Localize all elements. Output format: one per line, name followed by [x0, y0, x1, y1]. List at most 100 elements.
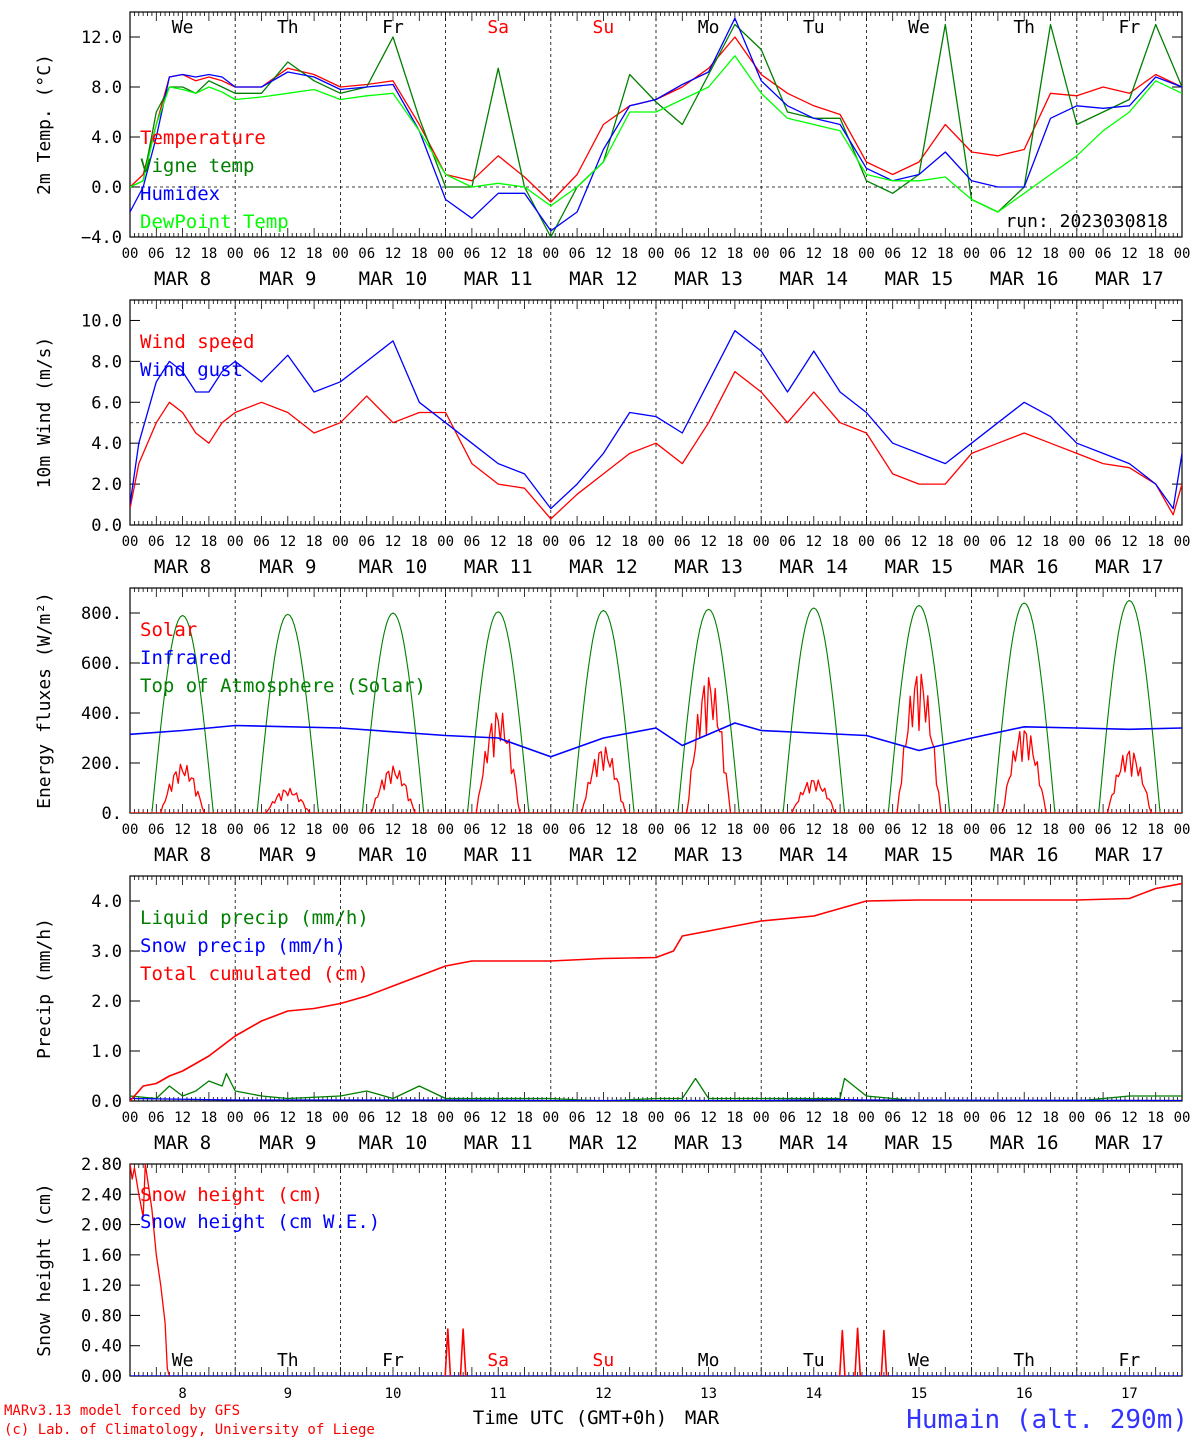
- hour-tick-label: 12: [279, 246, 296, 262]
- hour-tick-label: 18: [621, 534, 638, 550]
- date-label: MAR 15: [885, 1132, 954, 1154]
- series-top-of-atmosphere-day-5: [572, 609, 635, 813]
- hour-tick-label: 12: [911, 1110, 928, 1126]
- day-number-label: 10: [385, 1386, 402, 1402]
- day-number-label: 12: [595, 1386, 612, 1402]
- hour-tick-label: 18: [516, 1110, 533, 1126]
- series-wind-speed: [130, 370, 1182, 520]
- weekday-label: Th: [1013, 17, 1035, 38]
- weekday-label: Fr: [1119, 1350, 1141, 1371]
- hour-tick-label: 12: [385, 1110, 402, 1126]
- panel-5: 0.00 0.40 0.80 1.20 1.60 2.00 2.40 2.80 Snow hei…: [34, 1155, 1183, 1402]
- hour-tick-label: 06: [884, 1110, 901, 1126]
- hour-tick-label: 00: [332, 1110, 349, 1126]
- hour-tick-label: 00: [1068, 534, 1085, 550]
- weekday-label: Sa: [487, 1350, 509, 1371]
- hour-tick-label: 18: [1147, 1110, 1164, 1126]
- hour-tick-label: 18: [306, 534, 323, 550]
- hour-tick-label: 12: [1016, 1110, 1033, 1126]
- series-snow-height-cm-: [130, 1164, 171, 1376]
- snow-spike: [838, 1329, 846, 1376]
- date-label: MAR 17: [1095, 556, 1164, 578]
- y-tick-label: 8.0: [91, 78, 122, 98]
- day-number-label: 11: [490, 1386, 507, 1402]
- y-axis-label: Precip (mm/h): [34, 918, 55, 1059]
- hour-tick-label: 18: [726, 1110, 743, 1126]
- series-top-of-atmosphere-day-9: [992, 602, 1056, 813]
- legend-entry: Total cumulated (cm): [140, 963, 369, 985]
- hour-tick-label: 18: [832, 1110, 849, 1126]
- date-label: MAR 15: [885, 844, 954, 866]
- hour-tick-label: 18: [621, 246, 638, 262]
- date-label: MAR 10: [359, 556, 428, 578]
- panel-3: 0. 200. 400. 600. 800. Energy fluxes (W/m²) So…: [34, 587, 1190, 866]
- hour-tick-label: 12: [595, 1110, 612, 1126]
- hour-tick-label: 12: [279, 1110, 296, 1126]
- plot-area: [130, 17, 1182, 237]
- hour-tick-label: 00: [227, 1110, 244, 1126]
- hour-tick-label: 18: [937, 534, 954, 550]
- date-label: MAR 8: [154, 268, 211, 290]
- hour-tick-label: 06: [674, 1110, 691, 1126]
- hour-tick-label: 12: [385, 246, 402, 262]
- plot-area: [130, 882, 1182, 1101]
- hour-tick-label: 12: [700, 246, 717, 262]
- y-tick-label: 8.0: [91, 352, 122, 372]
- hour-tick-label: 00: [858, 822, 875, 838]
- hour-tick-label: 06: [674, 534, 691, 550]
- hour-tick-label: 18: [306, 1110, 323, 1126]
- hour-tick-label: 06: [569, 1110, 586, 1126]
- hour-tick-label: 06: [989, 534, 1006, 550]
- hour-tick-label: 00: [122, 1110, 139, 1126]
- y-tick-label: 2.0: [91, 475, 122, 495]
- y-axis-label: Snow height (cm): [34, 1183, 55, 1356]
- date-label: MAR 17: [1095, 1132, 1164, 1154]
- hour-tick-label: 12: [490, 1110, 507, 1126]
- date-label: MAR 9: [259, 268, 316, 290]
- hour-tick-label: 06: [253, 822, 270, 838]
- hour-tick-label: 12: [279, 822, 296, 838]
- hour-tick-label: 18: [1147, 246, 1164, 262]
- date-label: MAR 13: [674, 844, 743, 866]
- hour-tick-label: 06: [989, 246, 1006, 262]
- y-tick-label: 1.0: [91, 1042, 122, 1062]
- hour-tick-label: 06: [463, 534, 480, 550]
- series-solar-day-3: [370, 765, 416, 813]
- snow-spike: [854, 1327, 862, 1376]
- hour-tick-label: 06: [358, 822, 375, 838]
- weekday-label: Su: [593, 1350, 615, 1371]
- weekday-label: Th: [277, 17, 299, 38]
- hour-tick-label: 12: [595, 246, 612, 262]
- date-label: MAR 13: [674, 556, 743, 578]
- hour-tick-label: 00: [648, 1110, 665, 1126]
- plot-area: [130, 599, 1182, 813]
- date-label: MAR 14: [779, 844, 848, 866]
- date-label: MAR 17: [1095, 844, 1164, 866]
- y-tick-label: 800.: [81, 604, 122, 624]
- hour-tick-label: 12: [805, 534, 822, 550]
- date-label: MAR 10: [359, 844, 428, 866]
- date-label: MAR 12: [569, 1132, 638, 1154]
- hour-tick-label: 06: [674, 246, 691, 262]
- series-solar-day-2: [265, 787, 311, 813]
- hour-tick-label: 18: [306, 822, 323, 838]
- hour-tick-label: 06: [358, 1110, 375, 1126]
- legend-entry: Liquid precip (mm/h): [140, 907, 369, 929]
- hour-tick-label: 18: [726, 822, 743, 838]
- hour-tick-label: 06: [253, 534, 270, 550]
- date-label: MAR 10: [359, 268, 428, 290]
- date-label: MAR 13: [674, 1132, 743, 1154]
- credit-line-2: (c) Lab. of Climatology, University of L…: [4, 1422, 375, 1438]
- hour-tick-label: 00: [963, 246, 980, 262]
- date-label: MAR 15: [885, 268, 954, 290]
- hour-tick-label: 00: [1174, 534, 1191, 550]
- hour-tick-label: 00: [437, 822, 454, 838]
- hour-tick-label: 06: [1095, 246, 1112, 262]
- legend-entry: Snow height (cm): [140, 1184, 323, 1206]
- hour-tick-label: 18: [200, 1110, 217, 1126]
- legend-entry: Solar: [140, 619, 197, 641]
- hour-tick-label: 00: [963, 534, 980, 550]
- date-label: MAR 16: [990, 268, 1059, 290]
- series-liquid-precip-mm-h-: [130, 1072, 1182, 1101]
- hour-tick-label: 00: [437, 1110, 454, 1126]
